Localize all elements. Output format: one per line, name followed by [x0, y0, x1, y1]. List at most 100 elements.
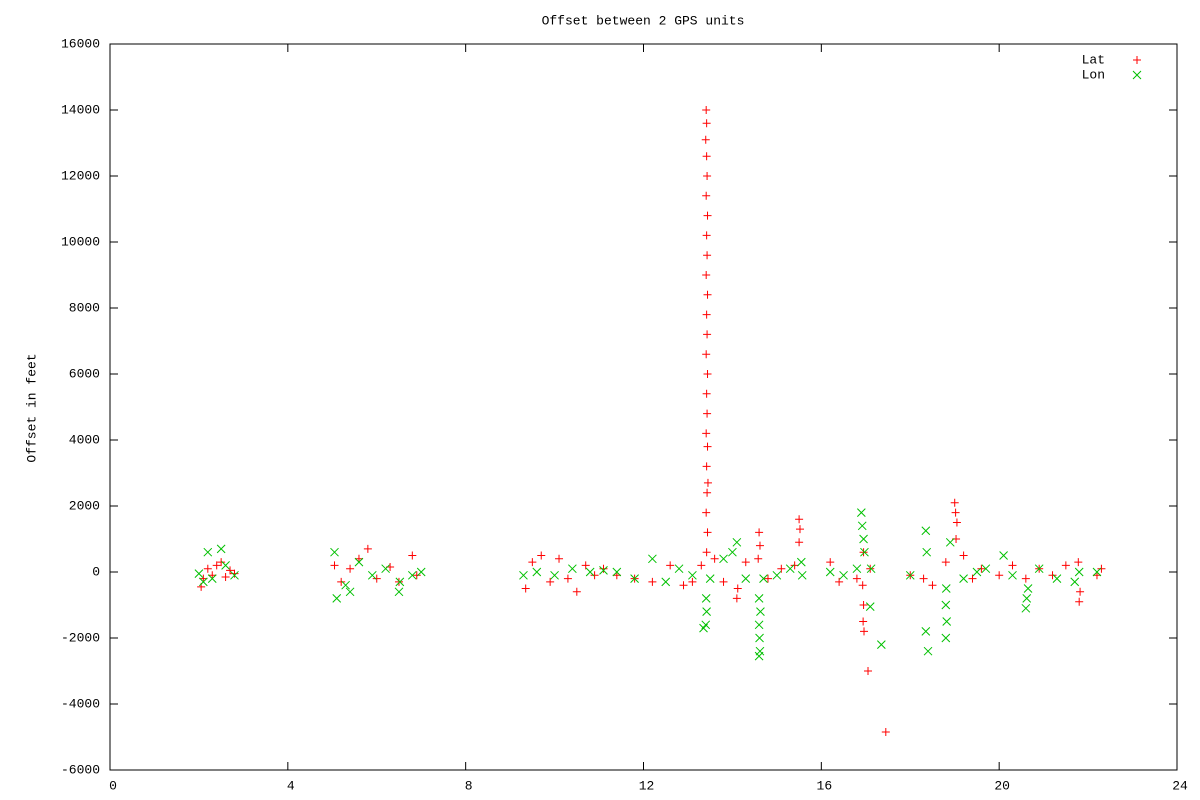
- data-point: [763, 574, 772, 583]
- y-tick-label: 4000: [69, 432, 100, 447]
- data-point: [995, 571, 1004, 580]
- data-point: [733, 584, 742, 593]
- data-point: [999, 551, 1008, 560]
- data-point: [876, 640, 886, 649]
- data-point: [702, 429, 711, 438]
- data-point: [408, 551, 417, 560]
- legend-label: Lon: [1082, 67, 1105, 82]
- data-point: [674, 564, 684, 574]
- data-point: [859, 601, 868, 609]
- data-point: [795, 515, 804, 524]
- x-tick-label: 16: [817, 778, 833, 793]
- data-point: [345, 587, 355, 597]
- y-axis-label: Offset in feet: [24, 353, 39, 462]
- data-point: [521, 584, 530, 593]
- data-point: [1075, 597, 1084, 606]
- data-point: [221, 572, 230, 581]
- data-point: [1076, 587, 1085, 596]
- data-point: [728, 547, 737, 557]
- data-point: [697, 561, 706, 570]
- data-point: [772, 570, 782, 580]
- data-point: [825, 567, 835, 577]
- x-tick-label: 12: [639, 778, 655, 793]
- data-point: [337, 577, 346, 586]
- y-tick-label: 2000: [69, 498, 100, 513]
- data-point: [346, 564, 355, 573]
- data-point: [703, 211, 712, 220]
- data-point: [864, 667, 873, 675]
- data-point: [341, 580, 350, 590]
- data-point: [648, 577, 657, 586]
- data-point: [945, 537, 955, 547]
- data-point: [1070, 577, 1080, 587]
- data-point: [703, 409, 712, 418]
- data-point: [1008, 561, 1017, 570]
- data-point: [1097, 564, 1106, 573]
- y-tick-label: 10000: [61, 234, 100, 249]
- data-point: [537, 551, 546, 560]
- data-point: [923, 646, 933, 656]
- data-point: [835, 577, 844, 586]
- data-point: [1008, 570, 1017, 580]
- data-point: [866, 564, 875, 573]
- data-point: [394, 587, 404, 597]
- data-point: [701, 594, 711, 603]
- data-point: [881, 728, 890, 737]
- data-point: [755, 541, 764, 550]
- data-point: [648, 554, 657, 564]
- y-tick-label: -2000: [61, 630, 100, 645]
- data-point: [732, 594, 741, 603]
- data-point: [941, 584, 951, 593]
- data-point: [703, 251, 712, 260]
- data-point: [959, 551, 968, 560]
- data-point: [755, 633, 764, 643]
- data-point: [661, 577, 671, 587]
- data-point: [702, 152, 711, 161]
- data-point: [572, 587, 581, 596]
- data-point: [1034, 564, 1044, 574]
- data-point: [701, 620, 711, 630]
- data-point: [381, 564, 390, 574]
- data-point: [703, 370, 712, 378]
- data-point: [702, 607, 711, 616]
- data-point: [599, 565, 608, 575]
- x-tick-label: 24: [1172, 778, 1188, 793]
- data-point: [941, 633, 951, 643]
- data-point: [1061, 561, 1070, 570]
- data-point: [407, 570, 417, 580]
- data-point: [1074, 567, 1084, 577]
- y-tick-label: -4000: [61, 696, 100, 711]
- data-point: [959, 574, 968, 583]
- data-point: [797, 570, 807, 580]
- data-point: [702, 231, 711, 240]
- y-tick-label: 0: [92, 564, 100, 579]
- data-point: [950, 498, 959, 507]
- data-point: [203, 547, 213, 557]
- legend-marker: [1132, 70, 1142, 80]
- y-tick-label: 12000: [61, 168, 100, 183]
- data-point: [702, 106, 711, 114]
- data-point: [919, 574, 928, 583]
- data-point: [1052, 574, 1062, 583]
- data-point: [416, 567, 426, 577]
- data-point: [702, 119, 711, 128]
- data-point: [612, 567, 622, 577]
- y-tick-label: 6000: [69, 366, 100, 381]
- data-point: [581, 561, 590, 570]
- data-point: [701, 135, 710, 144]
- data-point: [921, 526, 931, 536]
- data-point: [230, 569, 239, 578]
- data-point: [585, 567, 595, 577]
- data-point: [590, 571, 599, 580]
- data-point: [928, 581, 937, 590]
- data-point: [688, 570, 697, 580]
- data-point: [563, 574, 572, 583]
- data-point: [741, 574, 751, 583]
- data-point: [754, 620, 764, 630]
- plot-frame: [109, 43, 1178, 771]
- chart-title: Offset between 2 GPS units: [542, 13, 745, 28]
- data-point: [852, 574, 861, 583]
- data-point: [865, 602, 875, 612]
- data-point: [1048, 571, 1057, 580]
